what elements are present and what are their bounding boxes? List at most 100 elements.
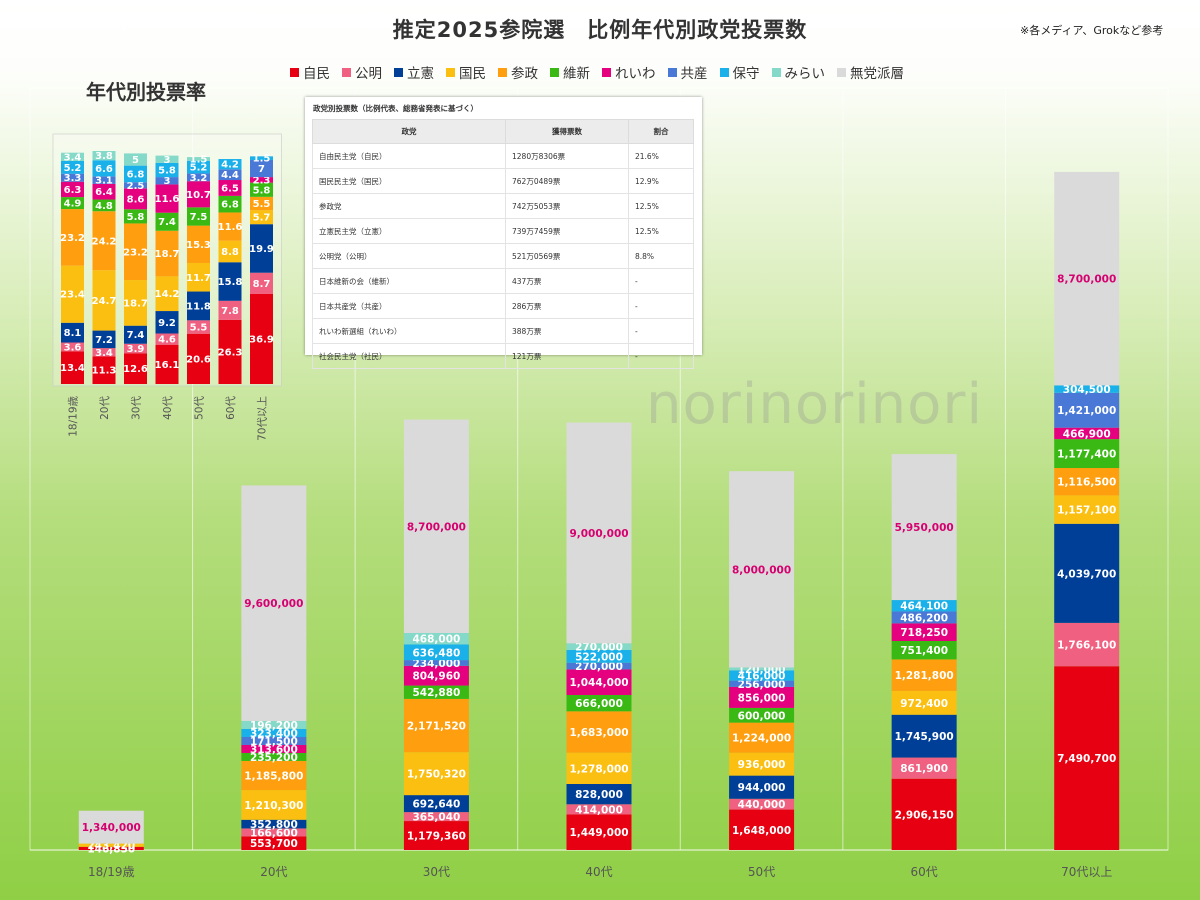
legend-label: 自民 (303, 66, 330, 82)
bar-segment (241, 836, 307, 850)
inset-bar-segment (155, 276, 179, 312)
vote-table-cell: - (628, 343, 694, 369)
vote-table-row: 立憲民主党（立憲） 739万7459票 12.5% (312, 218, 694, 244)
inset-value-label: 4.6 (158, 335, 176, 346)
legend-label: 保守 (732, 66, 760, 82)
bar-segment (1054, 385, 1120, 393)
bar-value-label: 270,000 (575, 661, 623, 673)
inset-value-label: 26.3 (218, 347, 243, 358)
bar-segment (891, 690, 957, 715)
bar-value-label: 304,500 (1063, 384, 1111, 396)
inset-x-tick-label: 20代 (99, 396, 111, 420)
inset-bar-segment (155, 230, 179, 277)
vote-table-row: れいわ新選組（れいわ） 388万票 - (312, 318, 694, 344)
inset-value-label: 5.5 (253, 199, 271, 210)
inset-bar-segment (218, 240, 242, 263)
bar-value-label: 440,000 (738, 799, 786, 811)
inset-bar-segment (124, 182, 147, 189)
chart-title: 推定2025参院選 比例年代別政党投票数 (392, 18, 808, 42)
inset-bar-segment (124, 209, 147, 224)
inset-bar-segment (92, 183, 116, 200)
inset-x-tick-label: 60代 (225, 396, 237, 420)
legend-swatch (342, 67, 351, 77)
bar-value-label: 1,745,900 (895, 731, 954, 743)
inset-value-label: 6.3 (64, 185, 82, 196)
inset-bar-segment (187, 157, 210, 161)
vote-table-cell: 8.8% (628, 243, 694, 269)
legend-item: れいわ (602, 62, 656, 82)
inset-bar-segment (250, 210, 273, 225)
inset-bar-segment (61, 351, 84, 384)
watermark: norinorinori (646, 372, 984, 437)
bar-value-label: 936,000 (738, 759, 786, 771)
vote-table-cell: 社会民主党（社民） (312, 343, 506, 369)
vote-table-cell: 12.9% (628, 168, 694, 194)
inset-value-label: 7.8 (221, 306, 239, 317)
bar-segment (241, 736, 307, 745)
inset-value-label: 3.4 (64, 152, 82, 163)
inset-bar-segment (155, 177, 179, 185)
inset-bar-segment (187, 160, 210, 174)
bar-value-label: 1,766,100 (1057, 640, 1116, 652)
inset-value-label: 3.1 (95, 176, 113, 187)
inset-bar-segment (61, 265, 84, 323)
legend-swatch (446, 67, 455, 77)
bar-value-label: 8,700,000 (1057, 274, 1116, 286)
vote-table-cell: 286万票 (505, 293, 629, 319)
legend-swatch (602, 67, 611, 77)
inset-value-label: 23.2 (123, 247, 148, 258)
inset-bar-segment (187, 173, 210, 182)
bar-segment (729, 680, 795, 687)
inset-value-label: 13.4 (60, 363, 85, 374)
inset-value-label: 5.8 (158, 166, 176, 177)
inset-bar-segment (92, 199, 116, 212)
bar-segment (403, 812, 469, 822)
inset-value-label: 5.5 (190, 323, 208, 334)
bar-segment (566, 711, 632, 753)
vote-table-cell: 742万5053票 (505, 193, 629, 219)
inset-bar-segment (61, 152, 84, 161)
legend-label: 参政 (511, 66, 538, 82)
vote-table-cell: 参政党 (312, 193, 506, 219)
bar-segment (241, 828, 307, 837)
bar-segment (566, 643, 632, 650)
inset-bar-segment (92, 150, 116, 161)
bar-value-label: 464,100 (900, 601, 948, 613)
bar-value-label: 468,000 (413, 634, 461, 646)
inset-bar-segment (124, 325, 147, 344)
inset-x-tick-label: 70代以上 (257, 396, 269, 441)
bar-value-label: 1,421,000 (1057, 405, 1116, 417)
legend-item: 参政 (498, 62, 538, 82)
vote-table-caption: 政党別投票数（比例代表、総務省発表に基づく） (313, 104, 478, 113)
legend-swatch (498, 67, 507, 77)
vote-table-cell: 121万票 (505, 343, 629, 369)
inset-value-label: 8.7 (253, 279, 271, 290)
inset-value-label: 6.5 (221, 183, 239, 194)
inset-value-label: 4.2 (221, 160, 239, 171)
inset-value-label: 3.6 (64, 342, 82, 353)
bar-value-label: 7,490,700 (1057, 753, 1116, 765)
bar-value-label: 414,000 (575, 804, 623, 816)
bar-segment (241, 728, 307, 737)
legend-item: 国民 (446, 62, 486, 82)
bar-value-label: 171,500 (250, 736, 298, 748)
inset-bar-segment (187, 291, 210, 321)
legend-label: 共産 (680, 66, 708, 82)
bar-value-label: 856,000 (738, 692, 786, 704)
inset-value-label: 15.8 (218, 277, 243, 288)
bar-segment (403, 752, 469, 796)
legend-swatch (771, 67, 781, 77)
inset-x-tick-label: 30代 (131, 396, 143, 420)
inset-value-label: 9.2 (158, 318, 176, 329)
inset-bar-segment (155, 212, 179, 231)
inset-bar-segment (187, 262, 210, 292)
legend-label: 無党派層 (850, 66, 904, 82)
bar-value-label: 1,340,000 (82, 822, 141, 834)
inset-value-label: 16.1 (155, 360, 180, 371)
bar-value-label: 9,000,000 (569, 528, 628, 540)
legend-label: れいわ (615, 66, 656, 82)
bar-value-label: 1,683,000 (569, 727, 628, 739)
inset-bar-segment (155, 311, 179, 334)
bar-value-label: 861,900 (900, 763, 948, 775)
bar-segment (891, 623, 957, 641)
